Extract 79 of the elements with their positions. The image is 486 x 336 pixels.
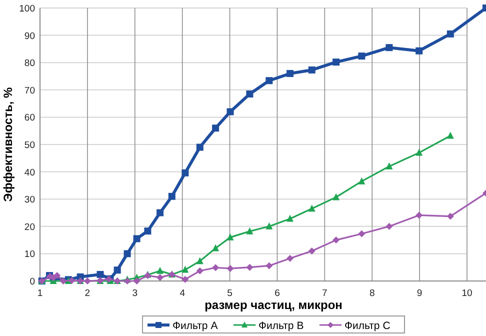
point — [446, 30, 454, 38]
x-tick-label: 7 — [322, 288, 328, 299]
legend-label: Фильтр А — [172, 320, 218, 332]
point — [60, 278, 67, 284]
point — [246, 90, 254, 98]
y-tick-label: 30 — [24, 194, 35, 206]
y-axis-title: Эффективность, % — [1, 86, 15, 202]
point — [54, 272, 61, 280]
y-tick-label: 0 — [30, 276, 35, 288]
point — [266, 77, 273, 84]
point — [212, 244, 220, 252]
x-tick-label: 10 — [462, 288, 472, 299]
y-tick-label: 20 — [24, 222, 35, 233]
point — [182, 276, 189, 283]
point — [96, 270, 104, 278]
x-tick-label: 1 — [37, 288, 43, 299]
point — [286, 70, 294, 78]
x-axis-title: размер частиц, микрон — [204, 298, 342, 312]
x-tick-label: 6 — [274, 288, 280, 299]
point — [446, 132, 454, 139]
point — [226, 264, 234, 272]
point — [182, 169, 189, 176]
point — [156, 266, 164, 274]
y-tick-label: 10 — [24, 249, 35, 260]
point — [212, 124, 220, 132]
legend-label: Фильтр В — [258, 320, 304, 332]
point — [308, 66, 316, 74]
point — [182, 266, 189, 273]
point — [358, 177, 366, 184]
point — [308, 204, 316, 212]
point — [196, 257, 204, 264]
point — [156, 209, 164, 216]
point — [156, 274, 164, 281]
point — [226, 108, 234, 116]
point — [196, 267, 204, 274]
point — [416, 148, 423, 156]
point — [266, 262, 273, 270]
point — [446, 212, 454, 220]
point — [168, 192, 176, 200]
point — [332, 236, 340, 244]
point — [386, 44, 393, 52]
x-tick-label: 8 — [369, 288, 375, 299]
point — [114, 266, 121, 274]
legend-label: Фильтр С — [344, 320, 391, 332]
point — [358, 230, 366, 238]
y-tick-label: 100 — [19, 4, 35, 14]
y-tick-label: 90 — [24, 30, 35, 42]
y-tick-label: 80 — [24, 58, 35, 70]
x-tick-label: 2 — [84, 288, 90, 299]
x-tick-label: 4 — [180, 288, 185, 299]
x-tick-label: 5 — [227, 288, 232, 299]
point — [386, 162, 393, 170]
y-tick-label: 50 — [24, 140, 35, 151]
point — [286, 254, 294, 262]
point — [133, 278, 140, 284]
point — [84, 278, 91, 284]
point — [226, 233, 234, 240]
point — [332, 58, 340, 66]
point — [358, 52, 366, 60]
point — [416, 47, 423, 54]
y-tick-label: 70 — [24, 85, 35, 96]
point — [246, 264, 254, 271]
point — [416, 212, 423, 219]
point — [266, 222, 273, 230]
point — [386, 222, 393, 230]
point — [124, 250, 131, 258]
point — [212, 264, 220, 272]
point — [246, 227, 254, 234]
point — [196, 144, 204, 151]
point — [133, 235, 140, 242]
point — [144, 228, 152, 235]
x-tick-label: 3 — [132, 288, 138, 299]
point — [68, 276, 76, 284]
point — [308, 247, 316, 254]
x-tick-label: 9 — [416, 288, 422, 299]
point — [286, 214, 294, 222]
point — [332, 193, 340, 200]
y-tick-label: 40 — [24, 167, 35, 178]
y-tick-label: 60 — [24, 112, 35, 124]
